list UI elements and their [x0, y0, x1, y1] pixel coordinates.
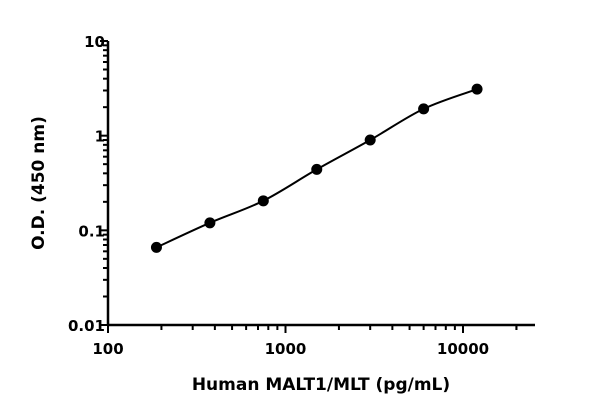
axes [100, 40, 535, 333]
x-tick-label: 1000 [265, 340, 307, 358]
data-point [471, 83, 483, 95]
y-tick-label: 0.1 [78, 222, 105, 240]
data-point [257, 195, 269, 207]
y-axis-title: O.D. (450 nm) [29, 116, 49, 250]
x-tick-label: 100 [92, 340, 123, 358]
y-tick-label: 1 [95, 128, 105, 146]
y-tick-label: 10 [84, 33, 105, 51]
data-point [364, 134, 376, 146]
data-point [150, 241, 162, 253]
data-point [204, 217, 216, 229]
data-point [418, 103, 430, 115]
y-tick-label: 0.01 [68, 317, 105, 335]
y-tick-labels: 0.01 0.1 1 10 [68, 33, 105, 335]
data-point [311, 163, 323, 175]
x-tick-label: 10000 [437, 340, 489, 358]
data-points [150, 83, 483, 253]
x-tick-labels: 100 1000 10000 [92, 340, 489, 358]
x-axis-title: Human MALT1/MLT (pg/mL) [192, 375, 450, 395]
